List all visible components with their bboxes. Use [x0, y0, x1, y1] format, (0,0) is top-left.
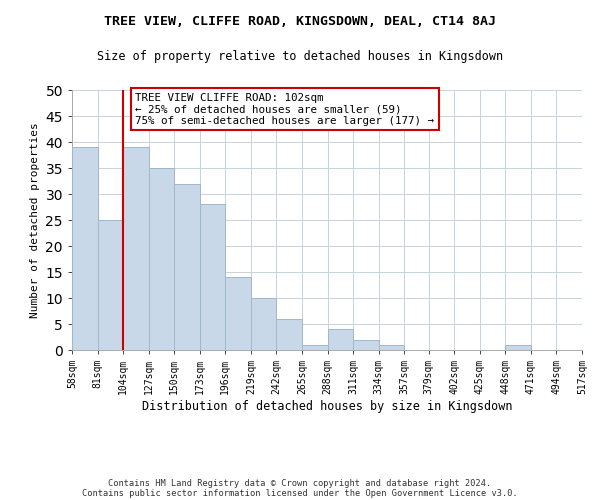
Bar: [302, 345, 328, 350]
Bar: [200, 204, 226, 350]
Text: TREE VIEW CLIFFE ROAD: 102sqm
← 25% of detached houses are smaller (59)
75% of s: TREE VIEW CLIFFE ROAD: 102sqm ← 25% of d…: [136, 92, 434, 126]
Text: Contains public sector information licensed under the Open Government Licence v3: Contains public sector information licen…: [82, 488, 518, 498]
Bar: [379, 345, 404, 350]
Bar: [251, 298, 277, 350]
Bar: [505, 345, 531, 350]
Bar: [123, 147, 149, 350]
Bar: [226, 277, 251, 350]
X-axis label: Distribution of detached houses by size in Kingsdown: Distribution of detached houses by size …: [142, 400, 512, 413]
Bar: [98, 220, 123, 350]
Text: Size of property relative to detached houses in Kingsdown: Size of property relative to detached ho…: [97, 50, 503, 63]
Bar: [328, 329, 353, 350]
Bar: [149, 168, 174, 350]
Bar: [72, 147, 98, 350]
Text: Contains HM Land Registry data © Crown copyright and database right 2024.: Contains HM Land Registry data © Crown c…: [109, 478, 491, 488]
Bar: [353, 340, 379, 350]
Y-axis label: Number of detached properties: Number of detached properties: [30, 122, 40, 318]
Text: TREE VIEW, CLIFFE ROAD, KINGSDOWN, DEAL, CT14 8AJ: TREE VIEW, CLIFFE ROAD, KINGSDOWN, DEAL,…: [104, 15, 496, 28]
Bar: [174, 184, 200, 350]
Bar: [277, 319, 302, 350]
